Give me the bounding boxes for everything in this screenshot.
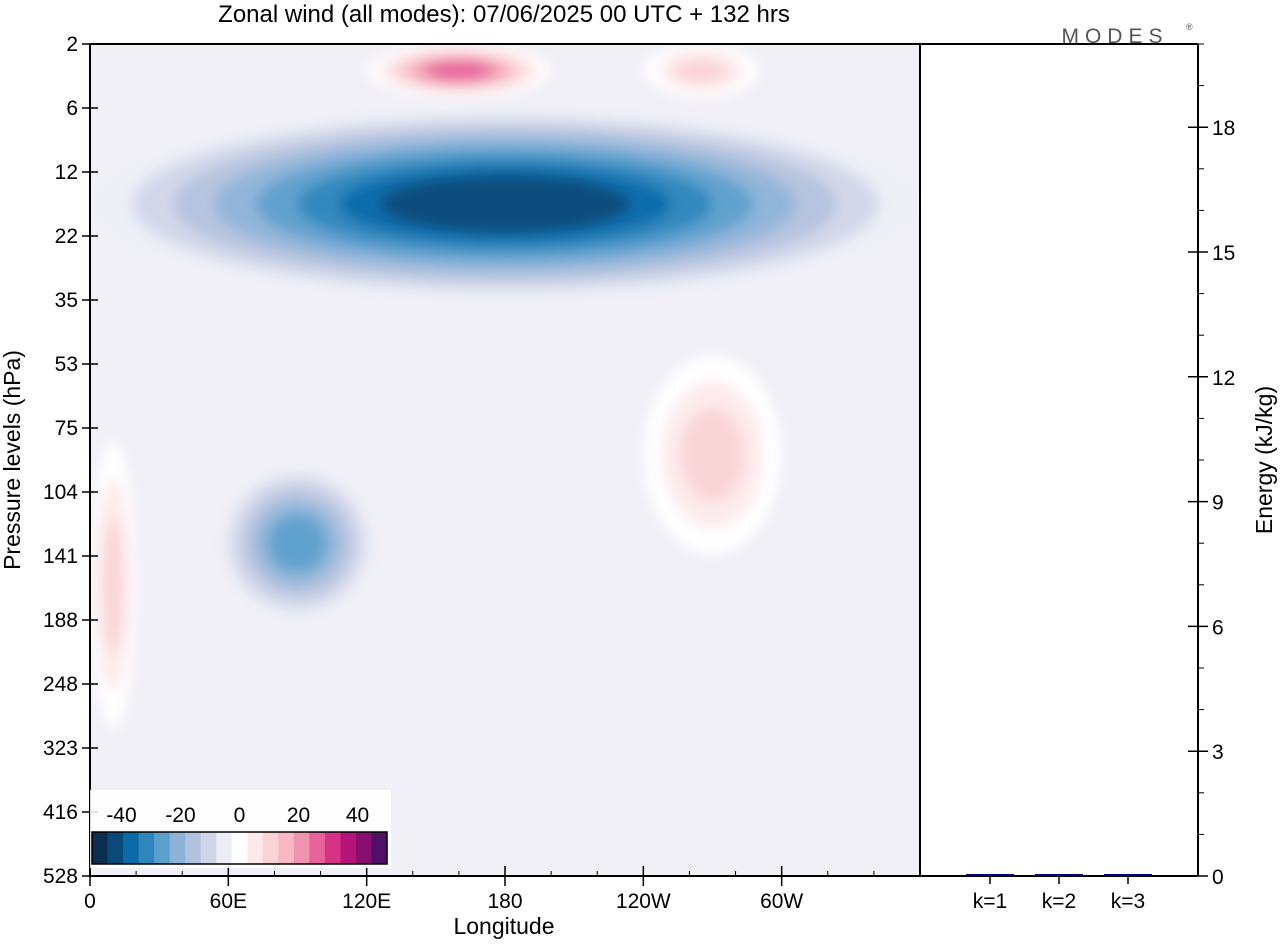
feature-contour-band — [102, 517, 124, 653]
colorbar-swatch — [123, 832, 140, 864]
feature-contour-band — [674, 58, 728, 84]
y-tick-label: 75 — [55, 417, 78, 440]
feature-westerly-5 — [90, 440, 137, 731]
colorbar-swatch — [371, 832, 388, 864]
brand-logo-text: MODES — [1061, 25, 1168, 48]
colorbar-swatch — [138, 832, 155, 864]
energy-tick-label: 6 — [1212, 616, 1224, 639]
colorbar: -40 -20 0 20 40 — [90, 790, 391, 868]
colorbar-frame — [91, 831, 388, 865]
y-tick-label: 141 — [43, 545, 78, 568]
y-tick-label: 22 — [55, 225, 78, 248]
energy-bar-k=3 — [1104, 874, 1152, 876]
y-tick-label: 248 — [43, 673, 78, 696]
colorbar-swatch — [355, 832, 372, 864]
y-tick-label: 323 — [43, 737, 78, 760]
y-tick-label: 6 — [66, 97, 78, 120]
y-tick-label: 104 — [43, 481, 78, 504]
feature-westerly-4 — [643, 355, 782, 555]
feature-contour-band — [268, 514, 327, 572]
y-tick-label: 416 — [43, 801, 78, 824]
x-tick-label: 60W — [760, 890, 803, 913]
y-axis-label: Pressure levels (hPa) — [0, 350, 25, 570]
heatmap-y-axis: 2 6 12 22 35 53 75 104 141 188 248 323 416 528 — [43, 33, 98, 888]
feature-easterly-3 — [216, 463, 379, 623]
energy-bar-chart: 0 3 6 9 12 15 18 k=1 k=2 k=3 — [919, 43, 1235, 913]
y-tick-label: 528 — [43, 865, 78, 888]
colorbar-swatch — [293, 832, 310, 864]
energy-category-label: k=3 — [1111, 890, 1145, 913]
heatmap-x-axis: 0 60E 120E 180 120W 60W — [84, 866, 921, 913]
colorbar-tick-label: -40 — [106, 804, 136, 827]
colorbar-swatch — [309, 832, 326, 864]
energy-tick-label: 15 — [1212, 242, 1235, 265]
colorbar-swatch — [231, 832, 248, 864]
colorbar-swatch — [324, 832, 341, 864]
x-tick-label: 120E — [342, 890, 391, 913]
chart-title: Zonal wind (all modes): 07/06/2025 00 UT… — [218, 1, 790, 28]
energy-plot-area — [920, 44, 1198, 876]
feature-westerly-1 — [366, 44, 552, 98]
y-tick-label: 35 — [55, 289, 78, 312]
energy-axis-label: Energy (kJ/kg) — [1251, 386, 1277, 534]
energy-tick-label: 18 — [1212, 117, 1235, 140]
zonal-wind-field — [90, 44, 920, 876]
colorbar-swatch — [107, 832, 124, 864]
colorbar-swatch — [185, 832, 202, 864]
x-tick-label: 180 — [487, 890, 522, 913]
energy-tick-label: 9 — [1212, 492, 1224, 515]
colorbar-swatch — [169, 832, 186, 864]
feature-westerly-2 — [643, 44, 759, 98]
x-tick-label: 120W — [616, 890, 671, 913]
colorbar-tick-label: 40 — [346, 804, 369, 827]
energy-bar-k=2 — [1035, 874, 1083, 876]
energy-tick-label: 12 — [1212, 367, 1235, 390]
colorbar-swatch — [154, 832, 171, 864]
colorbar-tick-label: 0 — [234, 804, 246, 827]
feature-easterly-0 — [90, 108, 920, 300]
energy-tick-label: 0 — [1212, 866, 1224, 889]
colorbar-swatch — [262, 832, 279, 864]
feature-contour-band — [428, 61, 490, 80]
colorbar-swatch — [216, 832, 233, 864]
colorbar-tick-label: -20 — [165, 804, 195, 827]
y-tick-label: 12 — [55, 161, 78, 184]
feature-contour-band — [680, 408, 745, 502]
y-tick-label: 188 — [43, 609, 78, 632]
colorbar-tick-label: 20 — [287, 804, 310, 827]
brand-logo-mark: ® — [1186, 22, 1193, 32]
energy-category-label: k=2 — [1042, 890, 1076, 913]
energy-category-label: k=1 — [973, 890, 1007, 913]
energy-bar-k=1 — [966, 874, 1014, 876]
energy-tick-label: 3 — [1212, 741, 1224, 764]
y-tick-label: 53 — [55, 353, 78, 376]
colorbar-swatch — [200, 832, 217, 864]
colorbar-swatch — [247, 832, 264, 864]
x-axis-label: Longitude — [453, 913, 554, 939]
field-features — [90, 44, 920, 731]
brand-logo: MODES ® — [1061, 22, 1193, 48]
y-tick-label: 2 — [66, 33, 78, 56]
colorbar-swatch — [278, 832, 295, 864]
colorbar-swatch — [92, 832, 109, 864]
feature-contour-band — [380, 175, 630, 233]
x-tick-label: 60E — [210, 890, 247, 913]
x-tick-label: 0 — [84, 890, 96, 913]
colorbar-swatch — [340, 832, 357, 864]
